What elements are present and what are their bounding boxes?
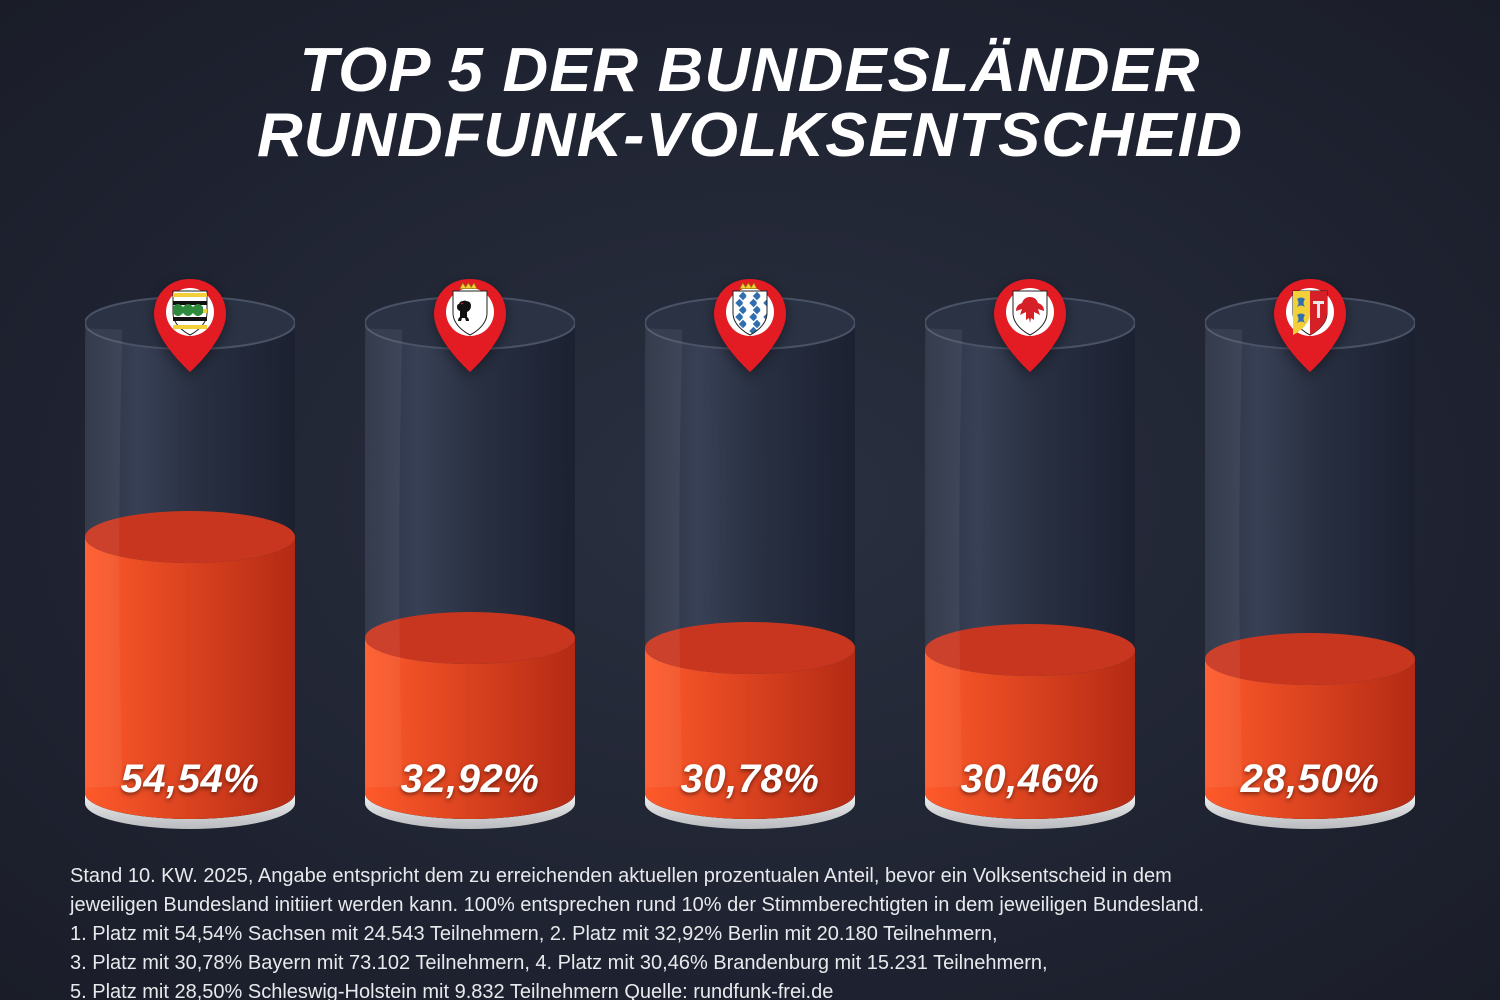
percentage-label: 30,46% (925, 757, 1135, 802)
percentage-label: 28,50% (1205, 757, 1415, 802)
percentage-label: 32,92% (365, 757, 575, 802)
map-pin-icon (712, 279, 788, 374)
cylinder-column: 30,78% (640, 297, 860, 838)
map-pin-icon (992, 279, 1068, 374)
headline: TOP 5 DER BUNDESLÄNDER RUNDFUNK-VOLKSENT… (0, 0, 1500, 168)
percentage-label: 54,54% (85, 757, 295, 802)
cylinder-column: 30,46% (920, 297, 1140, 838)
footer-line: jeweiligen Bundesland initiiert werden k… (70, 891, 1430, 920)
cylinder-column: 54,54% (80, 297, 300, 838)
cylinder: 30,46% (925, 297, 1135, 838)
map-pin-icon (152, 279, 228, 374)
footer-caption: Stand 10. KW. 2025, Angabe entspricht de… (70, 862, 1430, 1000)
map-pin-icon (1272, 279, 1348, 374)
map-pin-icon (432, 279, 508, 374)
headline-line2: RUNDFUNK-VOLKSENTSCHEID (0, 103, 1500, 168)
footer-line: 5. Platz mit 28,50% Schleswig-Holstein m… (70, 978, 1430, 1000)
cylinder-chart: 54,54% (50, 198, 1450, 838)
footer-line: 3. Platz mit 30,78% Bayern mit 73.102 Te… (70, 949, 1430, 978)
footer-line: Stand 10. KW. 2025, Angabe entspricht de… (70, 862, 1430, 891)
cylinder-column: 28,50% (1200, 297, 1420, 838)
cylinder: 32,92% (365, 297, 575, 838)
cylinder: 30,78% (645, 297, 855, 838)
percentage-label: 30,78% (645, 757, 855, 802)
cylinder: 54,54% (85, 297, 295, 838)
cylinder-column: 32,92% (360, 297, 580, 838)
cylinder: 28,50% (1205, 297, 1415, 838)
footer-line: 1. Platz mit 54,54% Sachsen mit 24.543 T… (70, 920, 1430, 949)
headline-line1: TOP 5 DER BUNDESLÄNDER (0, 38, 1500, 103)
